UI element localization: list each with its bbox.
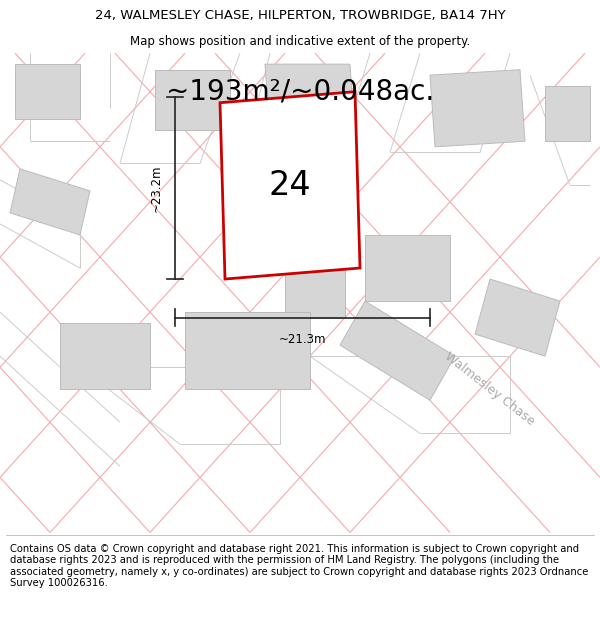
Polygon shape	[340, 301, 455, 400]
Polygon shape	[220, 92, 360, 279]
Text: 24: 24	[269, 169, 311, 202]
Polygon shape	[365, 235, 450, 301]
Polygon shape	[60, 323, 150, 389]
Text: Map shows position and indicative extent of the property.: Map shows position and indicative extent…	[130, 35, 470, 48]
Text: 24, WALMESLEY CHASE, HILPERTON, TROWBRIDGE, BA14 7HY: 24, WALMESLEY CHASE, HILPERTON, TROWBRID…	[95, 9, 505, 22]
Polygon shape	[15, 64, 80, 119]
Polygon shape	[265, 64, 355, 136]
Polygon shape	[545, 86, 590, 141]
Text: ~21.3m: ~21.3m	[279, 333, 326, 346]
Polygon shape	[185, 312, 310, 389]
Polygon shape	[430, 69, 525, 147]
Text: ~193m²/~0.048ac.: ~193m²/~0.048ac.	[166, 78, 434, 106]
Polygon shape	[285, 257, 345, 318]
Polygon shape	[10, 169, 90, 235]
Text: ~23.2m: ~23.2m	[150, 164, 163, 212]
Text: Walmesley Chase: Walmesley Chase	[442, 350, 538, 428]
Text: Contains OS data © Crown copyright and database right 2021. This information is : Contains OS data © Crown copyright and d…	[10, 544, 589, 588]
Polygon shape	[475, 279, 560, 356]
Polygon shape	[155, 69, 230, 130]
